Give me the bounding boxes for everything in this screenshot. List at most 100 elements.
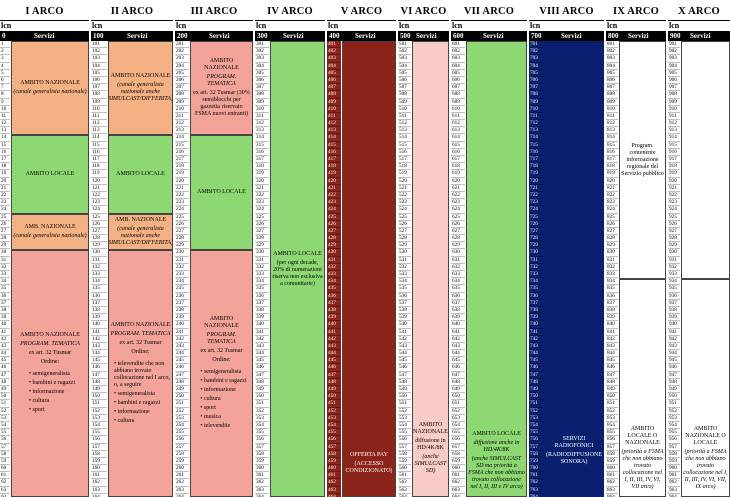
lcn-number: 536 [398, 293, 411, 300]
lcn-number: 308 [255, 91, 269, 99]
lcn-number: 447 [327, 372, 341, 379]
lcn-column: 601 602 603 604 605 606 607 608 609 610 611 612 613 6… [451, 41, 465, 497]
lcn-number: 336 [255, 293, 269, 300]
lcn-number: 947 [668, 372, 680, 379]
lcn-number: 453 [327, 415, 341, 422]
lcn-number: 526 [398, 221, 411, 228]
lcn-number: 625 [451, 214, 465, 221]
lcn-number: 825 [606, 214, 618, 221]
lcn-number: 821 [606, 185, 618, 192]
lcn-number: 520 [398, 178, 411, 185]
genre-item: semigeneralista [114, 391, 171, 398]
lcn-column: 201 202 203 204 205 206 207 208 209 210 211 212 213 2… [175, 41, 189, 497]
lcn-number: 350 [255, 393, 269, 401]
arc-6: lcn 500 Servizi 501 502 503 504 505 506 507 508 5… [398, 20, 449, 497]
block-note: ex art. 32 Tusmar (30% semiblocchi per g… [193, 90, 250, 117]
lcn-number: 56 [0, 436, 10, 444]
lcn-number: 548 [398, 379, 411, 386]
lcn-number: 8 [0, 91, 10, 99]
lcn-number: 204 [175, 63, 189, 70]
lcn-number: 450 [327, 393, 341, 401]
lcn-number: 346 [255, 364, 269, 372]
lcn-number: 504 [398, 63, 411, 70]
lcn-number: 648 [451, 379, 465, 386]
lcn-number: 208 [175, 91, 189, 99]
lcn-number: 319 [255, 170, 269, 178]
block-subtitle: PROGRAM. TEMATICA [110, 330, 171, 337]
block-order: Ordine: [212, 357, 231, 363]
lcn-number: 159 [91, 458, 107, 466]
lcn-number: 511 [398, 113, 411, 121]
lcn-number: 623 [451, 199, 465, 207]
lcn-number: 843 [606, 343, 618, 351]
lcn-number: 812 [606, 120, 618, 128]
lcn-number: 439 [327, 314, 341, 322]
lcn-number: 325 [255, 214, 269, 221]
lcn-number: 353 [255, 415, 269, 422]
block-title: AMBITO LOCALE [116, 171, 165, 177]
lcn-number: 222 [175, 192, 189, 200]
lcn-number: 424 [327, 206, 341, 214]
lcn-number: 804 [606, 63, 618, 70]
lcn-number: 950 [668, 393, 680, 401]
lcn-number: 111 [91, 113, 107, 121]
genre-item: semigeneralista [200, 369, 246, 376]
lcn-number: 802 [606, 48, 618, 56]
genre-item: informazione [29, 389, 75, 396]
lcn-number: 854 [606, 422, 618, 430]
lcn-number: 403 [327, 55, 341, 63]
lcn-number: 921 [668, 185, 680, 192]
lcn-number: 141 [91, 329, 107, 336]
lcn-number: 616 [451, 149, 465, 156]
lcn-number: 559 [398, 458, 411, 466]
block-title: AMBITO LOCALE [197, 189, 246, 195]
lcn-number: 834 [606, 278, 618, 286]
block-title: AMBITO NAZIONALE O LOCALE [685, 426, 726, 446]
lcn-number: 249 [175, 386, 189, 394]
lcn-number: 831 [606, 257, 618, 264]
lcn-number: 461 [327, 472, 341, 480]
lcn-number: 106 [91, 77, 107, 85]
lcn-number: 954 [668, 422, 680, 430]
lcn-number: 926 [668, 221, 680, 228]
lcn-number: 64 [0, 494, 10, 497]
lcn-number: 360 [255, 465, 269, 473]
lcn-number: 163 [91, 487, 107, 494]
lcn-number: 233 [175, 271, 189, 279]
lcn-number: 540 [398, 321, 411, 329]
lcn-number: 344 [255, 350, 269, 358]
arc-5: lcn 400 Servizi 401 402 403 404 405 406 407 408 4… [327, 20, 396, 497]
lcn-number: 150 [91, 393, 107, 401]
lcn-number: 123 [91, 199, 107, 207]
lcn-number: 922 [668, 192, 680, 200]
lcn-number: 108 [91, 91, 107, 99]
lcn-number: 154 [91, 422, 107, 430]
lcn-number: 422 [327, 192, 341, 200]
lcn-number: 624 [451, 206, 465, 214]
lcn-number: 764 [529, 494, 604, 497]
lcn-number: 209 [175, 99, 189, 106]
lcn-number: 11 [0, 113, 10, 121]
lcn-number: 457 [327, 444, 341, 451]
lcn-number: 463 [327, 487, 341, 494]
lcn-number: 524 [398, 206, 411, 214]
arc-3: lcn 200 Servizi 201 202 203 204 205 206 207 208 2… [175, 20, 253, 497]
lcn-number: 304 [255, 63, 269, 70]
lcn-number: 547 [398, 372, 411, 379]
genre-list: semigeneralista bambini e ragazzi informaz… [29, 369, 75, 416]
lcn-number: 914 [668, 134, 680, 142]
lcn-header: lcn [399, 21, 410, 30]
lcn-number: 832 [606, 264, 618, 271]
lcn-number: 27 [0, 228, 10, 236]
lcn-number: 103 [91, 55, 107, 63]
lcn-number: 332 [255, 264, 269, 271]
lcn-number: 932 [668, 264, 680, 271]
block-local: AMBITO LOCALE (per ogni decade, 20% di n… [270, 41, 325, 497]
lcn-number: 840 [606, 321, 618, 329]
lcn-number: 431 [327, 257, 341, 264]
lcn-number: 814 [606, 134, 618, 142]
lcn-number: 805 [606, 70, 618, 77]
genre-list: semigeneralista bambini e ragazzi informaz… [200, 367, 247, 432]
lcn-number: 54 [0, 422, 10, 430]
lcn-number: 43 [0, 343, 10, 351]
